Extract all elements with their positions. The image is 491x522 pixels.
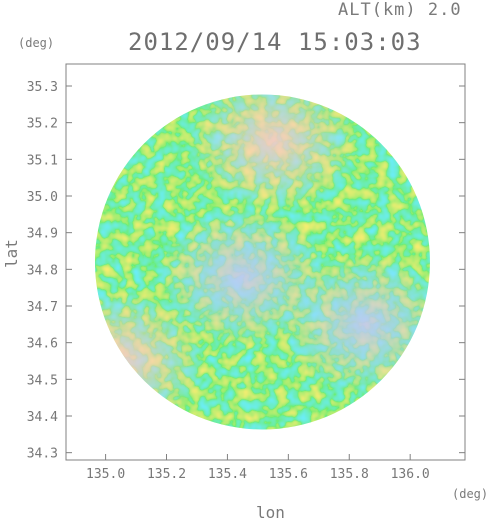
y-tick-label: 35.0 <box>27 190 58 205</box>
x-tick-label: 135.8 <box>330 467 369 482</box>
x-axis-ticks: 135.0 135.2 135.4 135.6 135.8 136.0 <box>86 454 430 482</box>
y-tick-label: 34.3 <box>27 447 58 462</box>
positive-region <box>188 94 359 211</box>
y-axis-ticks: 34.3 34.4 34.5 34.6 34.7 34.8 34.9 35.0 35.1 35.2… <box>27 80 465 462</box>
x-tick-label: 136.0 <box>391 467 430 482</box>
x-tick-label: 135.2 <box>147 467 186 482</box>
y-axis-unit: (deg) <box>18 36 55 50</box>
plot-frame <box>65 63 466 461</box>
map-title-timestamp: 2012/09/14 15:03:03 <box>128 28 422 56</box>
x-axis-unit: (deg) <box>452 487 489 501</box>
radar-field <box>94 94 430 430</box>
y-tick-label: 34.8 <box>27 263 58 278</box>
x-tick-label: 135.0 <box>86 467 125 482</box>
x-axis-label: lon <box>256 503 285 522</box>
y-tick-label: 35.2 <box>27 117 58 132</box>
y-tick-label: 34.5 <box>27 373 58 388</box>
altitude-label: ALT(km) 2.0 <box>338 0 462 20</box>
negative-region <box>279 254 430 395</box>
y-axis-label: lat <box>2 239 21 268</box>
y-tick-label: 34.4 <box>27 410 58 425</box>
x-tick-label: 135.6 <box>269 467 308 482</box>
y-tick-label: 34.6 <box>27 337 58 352</box>
y-tick-label: 35.1 <box>27 153 58 168</box>
y-tick-label: 34.7 <box>27 300 58 315</box>
y-tick-label: 35.3 <box>27 80 58 95</box>
y-tick-label: 34.9 <box>27 227 58 242</box>
x-tick-label: 135.4 <box>208 467 247 482</box>
